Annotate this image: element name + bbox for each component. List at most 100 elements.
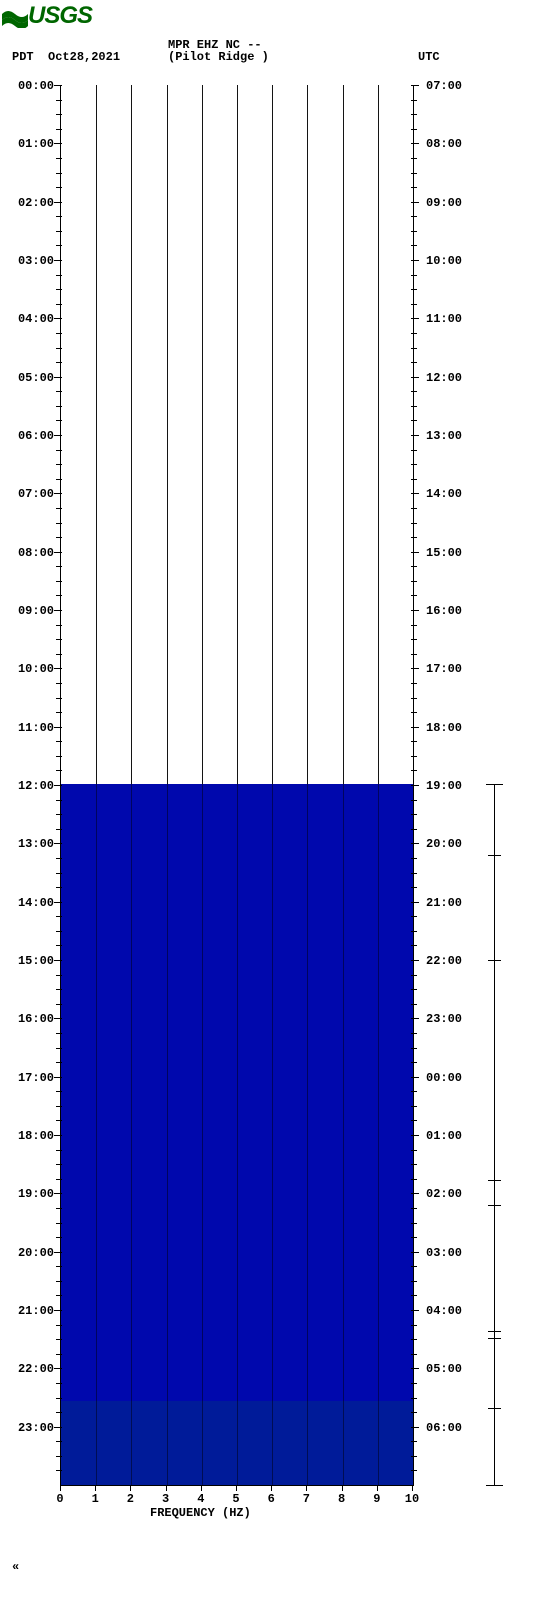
y-major-tick-right — [411, 1077, 419, 1078]
y-minor-tick-right — [411, 333, 417, 334]
y-minor-tick-right — [411, 873, 417, 874]
y-major-tick-right — [411, 435, 419, 436]
y-minor-tick-right — [411, 1441, 417, 1442]
y-minor-tick-right — [411, 1091, 417, 1092]
y-axis-left-pdt: 00:0001:0002:0003:0004:0005:0006:0007:00… — [12, 85, 54, 1485]
y-major-tick-left — [54, 668, 62, 669]
y-label-right: 14:00 — [426, 487, 462, 501]
y-minor-tick-right — [411, 581, 417, 582]
y-minor-tick-right — [411, 1237, 417, 1238]
y-label-left: 11:00 — [18, 721, 54, 735]
x-tick — [166, 1485, 167, 1491]
freq-gridline-overlay — [167, 85, 168, 1485]
y-major-tick-left — [54, 1252, 62, 1253]
y-major-tick-left — [54, 318, 62, 319]
y-label-left: 16:00 — [18, 1012, 54, 1026]
freq-gridline-overlay — [237, 85, 238, 1485]
y-minor-tick-right — [411, 1106, 417, 1107]
y-minor-tick-left — [56, 756, 62, 757]
x-tick-label: 8 — [332, 1492, 352, 1506]
y-minor-tick-right — [411, 989, 417, 990]
y-minor-tick-left — [56, 1237, 62, 1238]
y-label-right: 07:00 — [426, 79, 462, 93]
y-label-right: 03:00 — [426, 1246, 462, 1260]
y-minor-tick-right — [411, 916, 417, 917]
y-minor-tick-right — [411, 216, 417, 217]
header-left: PDT Oct28,2021 — [12, 50, 120, 64]
right-tz: UTC — [418, 50, 440, 64]
scale-bar-cap — [486, 1485, 503, 1486]
station-name: (Pilot Ridge ) — [168, 50, 269, 64]
y-minor-tick-left — [56, 683, 62, 684]
y-minor-tick-right — [411, 289, 417, 290]
freq-gridline-overlay — [131, 85, 132, 1485]
y-minor-tick-left — [56, 741, 62, 742]
y-minor-tick-right — [411, 639, 417, 640]
y-minor-tick-right — [411, 1470, 417, 1471]
y-minor-tick-left — [56, 129, 62, 130]
y-minor-tick-right — [411, 348, 417, 349]
y-minor-tick-right — [411, 304, 417, 305]
y-minor-tick-right — [411, 1398, 417, 1399]
y-axis-right-utc: 07:0008:0009:0010:0011:0012:0013:0014:00… — [418, 85, 468, 1485]
y-minor-tick-left — [56, 1295, 62, 1296]
y-minor-tick-left — [56, 1223, 62, 1224]
y-minor-tick-left — [56, 479, 62, 480]
y-major-tick-right — [411, 377, 419, 378]
y-minor-tick-right — [411, 1412, 417, 1413]
y-label-right: 15:00 — [426, 546, 462, 560]
y-label-left: 14:00 — [18, 896, 54, 910]
y-major-tick-right — [411, 1193, 419, 1194]
header-date: Oct28,2021 — [48, 50, 120, 64]
y-label-left: 05:00 — [18, 371, 54, 385]
y-minor-tick-left — [56, 245, 62, 246]
y-major-tick-right — [411, 610, 419, 611]
y-minor-tick-right — [411, 800, 417, 801]
footer-mark: « — [12, 1560, 19, 1574]
x-tick — [95, 1485, 96, 1491]
y-label-right: 08:00 — [426, 137, 462, 151]
y-major-tick-left — [54, 377, 62, 378]
y-minor-tick-right — [411, 231, 417, 232]
y-minor-tick-right — [411, 391, 417, 392]
y-major-tick-right — [411, 668, 419, 669]
usgs-logo-text: USGS — [28, 2, 92, 29]
y-label-right: 23:00 — [426, 1012, 462, 1026]
y-major-tick-right — [411, 902, 419, 903]
y-minor-tick-right — [411, 100, 417, 101]
y-label-left: 21:00 — [18, 1304, 54, 1318]
y-label-left: 22:00 — [18, 1362, 54, 1376]
y-label-right: 11:00 — [426, 312, 462, 326]
y-label-right: 22:00 — [426, 954, 462, 968]
y-major-tick-right — [411, 843, 419, 844]
y-major-tick-left — [54, 85, 62, 86]
y-major-tick-right — [411, 1252, 419, 1253]
y-minor-tick-left — [56, 1339, 62, 1340]
y-major-tick-right — [411, 1135, 419, 1136]
y-major-tick-left — [54, 1077, 62, 1078]
y-minor-tick-left — [56, 712, 62, 713]
y-minor-tick-right — [411, 420, 417, 421]
y-minor-tick-left — [56, 1398, 62, 1399]
y-major-tick-right — [411, 1310, 419, 1311]
scale-bar-mark — [488, 1338, 501, 1339]
y-minor-tick-right — [411, 858, 417, 859]
usgs-logo: USGS — [2, 2, 92, 30]
y-label-left: 12:00 — [18, 779, 54, 793]
y-minor-tick-left — [56, 625, 62, 626]
x-tick-label: 4 — [191, 1492, 211, 1506]
y-minor-tick-right — [411, 1325, 417, 1326]
y-minor-tick-right — [411, 464, 417, 465]
y-minor-tick-right — [411, 1383, 417, 1384]
y-label-right: 00:00 — [426, 1071, 462, 1085]
y-label-right: 09:00 — [426, 196, 462, 210]
y-label-left: 06:00 — [18, 429, 54, 443]
y-label-right: 16:00 — [426, 604, 462, 618]
y-minor-tick-right — [411, 1164, 417, 1165]
y-major-tick-left — [54, 960, 62, 961]
y-minor-tick-left — [56, 523, 62, 524]
y-major-tick-right — [411, 785, 419, 786]
y-label-right: 17:00 — [426, 662, 462, 676]
y-minor-tick-left — [56, 1208, 62, 1209]
y-minor-tick-left — [56, 1412, 62, 1413]
